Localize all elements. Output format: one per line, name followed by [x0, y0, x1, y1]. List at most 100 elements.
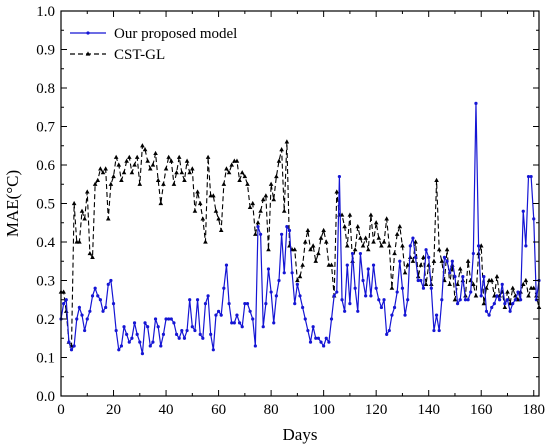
- series-cst-gl: [58, 139, 542, 348]
- y-tick-label: 0.6: [36, 158, 55, 174]
- data-point: [471, 281, 476, 286]
- data-point: [174, 170, 179, 175]
- x-tick-label: 60: [211, 402, 226, 418]
- data-point: [490, 305, 494, 310]
- data-point: [255, 220, 261, 225]
- data-point: [253, 231, 258, 236]
- data-point: [516, 290, 520, 294]
- data-point: [90, 294, 95, 298]
- data-point: [431, 258, 437, 263]
- data-point: [384, 216, 389, 221]
- data-point: [371, 239, 376, 244]
- data-point: [498, 298, 502, 302]
- data-point: [319, 340, 323, 344]
- data-point: [495, 294, 499, 298]
- data-point: [381, 239, 387, 244]
- data-point: [427, 255, 431, 259]
- y-tick-label: 0.7: [36, 120, 55, 136]
- data-point: [318, 235, 324, 240]
- data-point: [253, 344, 257, 348]
- data-point: [300, 262, 305, 267]
- data-point: [197, 200, 203, 206]
- y-tick-label: 0.3: [36, 274, 55, 290]
- y-axis-title: MAE(°C): [3, 170, 22, 237]
- data-point: [109, 278, 113, 283]
- data-point: [337, 174, 341, 179]
- data-point: [335, 290, 339, 294]
- data-point: [96, 294, 100, 298]
- data-point: [192, 208, 198, 213]
- y-tick-label: 1.0: [36, 4, 55, 20]
- data-point: [161, 181, 166, 186]
- data-point: [374, 286, 378, 290]
- data-point: [377, 298, 381, 302]
- data-point: [469, 290, 473, 294]
- data-point: [98, 298, 102, 302]
- data-point: [224, 166, 229, 171]
- data-point: [187, 170, 192, 175]
- data-point: [272, 321, 276, 325]
- data-point: [150, 162, 156, 167]
- data-point: [161, 332, 166, 336]
- legend-item: CST-GL: [70, 47, 165, 63]
- data-point: [303, 317, 307, 321]
- data-point: [163, 166, 169, 171]
- data-point: [345, 263, 349, 267]
- data-point: [127, 340, 131, 344]
- data-point: [368, 212, 374, 217]
- data-point: [185, 328, 189, 333]
- data-point: [292, 247, 298, 252]
- data-point: [406, 298, 410, 302]
- data-point: [437, 328, 441, 333]
- y-tick-label: 0.1: [36, 351, 55, 367]
- data-point: [85, 317, 89, 321]
- data-point: [503, 302, 507, 306]
- data-point: [295, 282, 299, 286]
- data-point: [277, 278, 281, 283]
- data-point: [358, 235, 363, 240]
- data-point: [271, 197, 277, 202]
- data-point: [355, 224, 361, 229]
- data-point: [282, 271, 286, 275]
- data-point: [90, 254, 95, 259]
- data-point: [64, 298, 68, 302]
- data-point: [137, 181, 143, 186]
- data-point: [340, 298, 344, 302]
- data-point: [339, 212, 345, 217]
- data-point: [421, 286, 426, 290]
- data-point: [445, 259, 449, 263]
- y-tick-label: 0.9: [36, 43, 55, 59]
- data-point: [482, 275, 486, 279]
- data-point: [382, 298, 386, 302]
- data-point: [111, 302, 116, 306]
- data-point: [234, 158, 240, 163]
- data-point: [203, 302, 208, 306]
- data-point: [436, 247, 442, 252]
- data-point: [434, 177, 439, 182]
- data-point: [216, 216, 221, 221]
- data-point: [205, 154, 211, 159]
- data-point: [256, 225, 260, 229]
- data-point: [274, 294, 278, 298]
- data-point: [298, 294, 302, 298]
- data-point: [371, 263, 376, 267]
- data-point: [494, 274, 500, 279]
- y-tick-label: 0.0: [36, 389, 55, 405]
- data-point: [138, 340, 142, 344]
- data-point: [280, 232, 284, 236]
- data-point: [126, 154, 132, 159]
- data-point: [342, 224, 347, 229]
- data-point: [83, 328, 87, 333]
- data-point: [457, 266, 463, 271]
- data-point: [87, 250, 93, 256]
- data-point: [487, 313, 491, 317]
- data-point: [398, 259, 402, 263]
- data-point: [130, 336, 134, 340]
- data-point: [264, 302, 268, 306]
- data-point: [151, 340, 155, 344]
- data-point: [119, 344, 124, 348]
- data-point: [121, 170, 127, 175]
- data-point: [334, 189, 340, 194]
- data-point: [146, 325, 150, 329]
- data-point: [356, 309, 360, 313]
